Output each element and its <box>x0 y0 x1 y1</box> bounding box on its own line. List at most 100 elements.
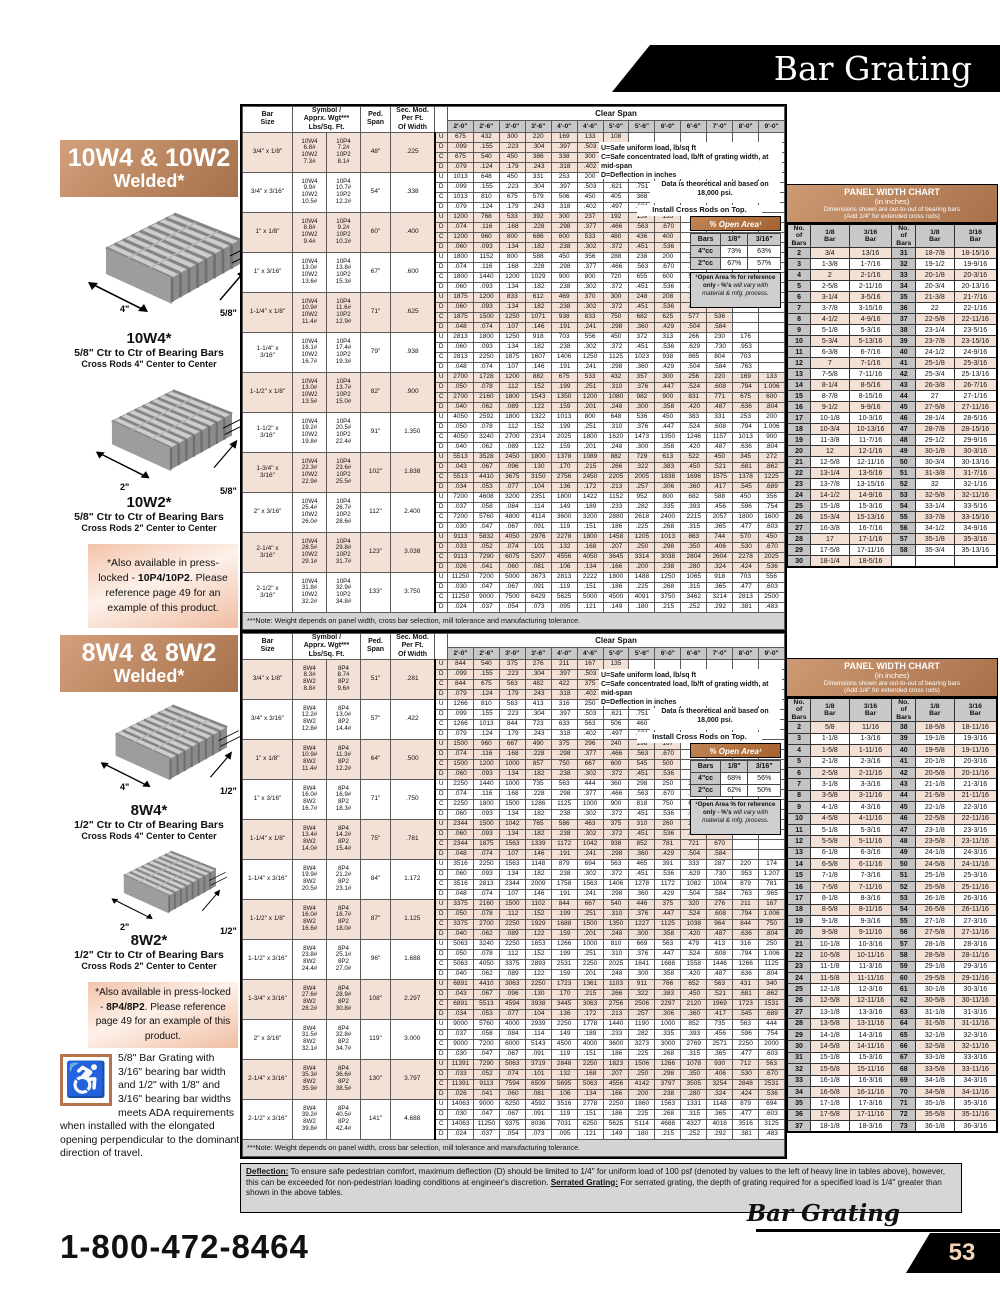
grating-illustration-10w4: 4" 5/8" <box>78 200 248 325</box>
load-value-cell: 386 <box>524 151 552 163</box>
panel-width-cell: 23-7/8 <box>915 335 955 348</box>
load-value-cell: .067 <box>498 1108 526 1120</box>
panel-width-cell: 27 <box>915 390 955 403</box>
span-column-header: 6'-0" <box>654 120 682 133</box>
load-value-cell: 1800 <box>447 271 474 283</box>
load-value-cell: 3214 <box>706 591 734 603</box>
panel-width-cell: 9-11/16 <box>848 926 893 939</box>
load-value-cell: .124 <box>472 161 500 173</box>
panel-width-cell: 10-1/8 <box>810 937 850 951</box>
load-value-cell: 2700 <box>498 431 526 443</box>
legend-uniform: U=Safe uniform load, lb/sq ft <box>601 672 697 679</box>
load-value-cell: .067 <box>472 988 500 1000</box>
load-value-cell: .304 <box>524 181 552 193</box>
load-value-cell: 1446 <box>706 958 734 970</box>
row-type-label: C <box>433 998 448 1010</box>
load-value-cell: .243 <box>524 161 552 173</box>
load-value-cell: .381 <box>732 1128 760 1140</box>
symbol-weight-cell: 8P4 25.1# 8P2 27.0# <box>326 938 361 980</box>
load-value-cell: 1800 <box>602 571 630 583</box>
panel-width-cell: 19-11/16 <box>953 744 998 757</box>
sec-mod-cell: .781 <box>390 818 435 860</box>
panel-width-cell: 36-3/16 <box>953 1120 998 1133</box>
load-value-cell: 960 <box>472 231 500 243</box>
load-value-cell: 1543 <box>524 391 552 403</box>
panel-width-cell: 11/16 <box>848 721 893 734</box>
load-value-cell: .132 <box>550 1068 578 1080</box>
load-value-cell: 450 <box>498 151 526 163</box>
load-value-cell: 720 <box>602 271 630 283</box>
panel-width-cell: 11-3/8 <box>810 434 850 447</box>
panel-width-cell: 12-5/8 <box>810 994 850 1008</box>
load-value-cell: .298 <box>550 788 578 800</box>
load-value-cell: .112 <box>498 421 526 433</box>
row-type-label: D <box>433 808 448 820</box>
load-value-cell: 1563 <box>498 838 526 850</box>
load-value-cell: .238 <box>654 561 682 573</box>
load-value-cell: .302 <box>576 808 604 820</box>
load-value-cell: 2813 <box>732 591 760 603</box>
load-value-cell: 5063 <box>498 1058 526 1070</box>
load-value-cell: 4050 <box>576 551 604 563</box>
panel-width-cell <box>915 555 955 568</box>
load-value-cell: .124 <box>472 728 500 740</box>
load-value-cell <box>680 131 708 143</box>
bar-count-cell: 64 <box>891 1017 917 1030</box>
load-value-cell: 2778 <box>576 1098 604 1110</box>
panel-width-cell: 25-3/16 <box>953 357 998 370</box>
symbol-weight-cell: 10W4 13.0# 10W2 13.5# <box>292 371 327 413</box>
bar-count-cell: 17 <box>786 892 812 905</box>
load-value-cell: .074 <box>498 541 526 553</box>
press-locked-note-10w: *Also available in press-locked - 10P4/1… <box>88 544 238 628</box>
load-value-cell: .536 <box>654 241 682 253</box>
row-type-label: D <box>433 748 448 760</box>
load-value-cell: .608 <box>706 948 734 960</box>
load-value-cell: 372 <box>628 331 656 343</box>
load-value-cell: 211 <box>732 898 760 910</box>
load-value-cell: 844 <box>447 658 474 670</box>
grating-illustration-10w2: 2" 5/8" <box>78 378 248 496</box>
load-value-cell: .060 <box>447 301 474 313</box>
panel-width-cell: 33-11/16 <box>953 1063 998 1076</box>
open-area-note: ¹Open Area % for reference only - %'s wi… <box>690 799 781 835</box>
panel-width-cell: 15-13/16 <box>848 511 893 524</box>
bar-count-cell: 24 <box>786 489 812 502</box>
panel-width-cell: 3-1/8 <box>810 778 850 791</box>
panel-width-cell: 18-1/8 <box>810 1120 850 1133</box>
load-value-cell: 675 <box>447 131 474 143</box>
load-value-cell: .215 <box>654 601 682 613</box>
sec-mod-cell: .625 <box>390 291 435 333</box>
load-value-cell: .238 <box>550 241 578 253</box>
load-value-cell <box>758 728 785 740</box>
panel-width-cell: 29-3/16 <box>953 960 998 974</box>
load-value-cell: .030 <box>447 581 474 593</box>
load-value-cell: 1875 <box>447 291 474 303</box>
load-value-cell: .159 <box>550 401 578 413</box>
load-value-cell: .302 <box>576 768 604 780</box>
load-value-cell <box>732 658 760 670</box>
panel-width-chart-10w: PANEL WIDTH CHART (in inches) Dimensions… <box>786 184 998 569</box>
press-locked-note-8w: *Also available in press-locked - 8P4/8P… <box>88 982 238 1048</box>
load-value-cell: .132 <box>550 541 578 553</box>
symbol-weight-cell: 8W4 27.6# 8W2 28.2# <box>292 978 327 1020</box>
panel-width-cell: 20-3/16 <box>953 755 998 768</box>
load-value-cell: .033 <box>447 541 474 553</box>
row-type-label: C <box>433 471 448 483</box>
load-value-cell: .199 <box>550 948 578 960</box>
panel-width-cell: 9-1/2 <box>810 401 850 414</box>
load-value-cell: 703 <box>732 351 760 363</box>
chart-title: PANEL WIDTH CHART <box>844 187 940 197</box>
bar-count-cell: 18 <box>786 423 812 436</box>
bar-size-cell: 1-1/2" x 3/16" <box>242 411 293 453</box>
bar-count-cell: 73 <box>891 1120 917 1133</box>
load-value-cell: .223 <box>498 708 526 720</box>
load-value-cell: 2604 <box>706 551 734 563</box>
load-value-cell: 1.006 <box>758 908 785 920</box>
panel-width-cell: 20-11/16 <box>953 766 998 780</box>
panel-width-cell: 3-1/4 <box>810 291 850 304</box>
load-value-cell: .228 <box>524 261 552 273</box>
load-value-cell: .310 <box>602 908 630 920</box>
panel-width-cell: 25-3/16 <box>953 869 998 882</box>
load-value-cell: .215 <box>654 1128 682 1140</box>
load-value-cell: 1778 <box>576 1018 604 1030</box>
